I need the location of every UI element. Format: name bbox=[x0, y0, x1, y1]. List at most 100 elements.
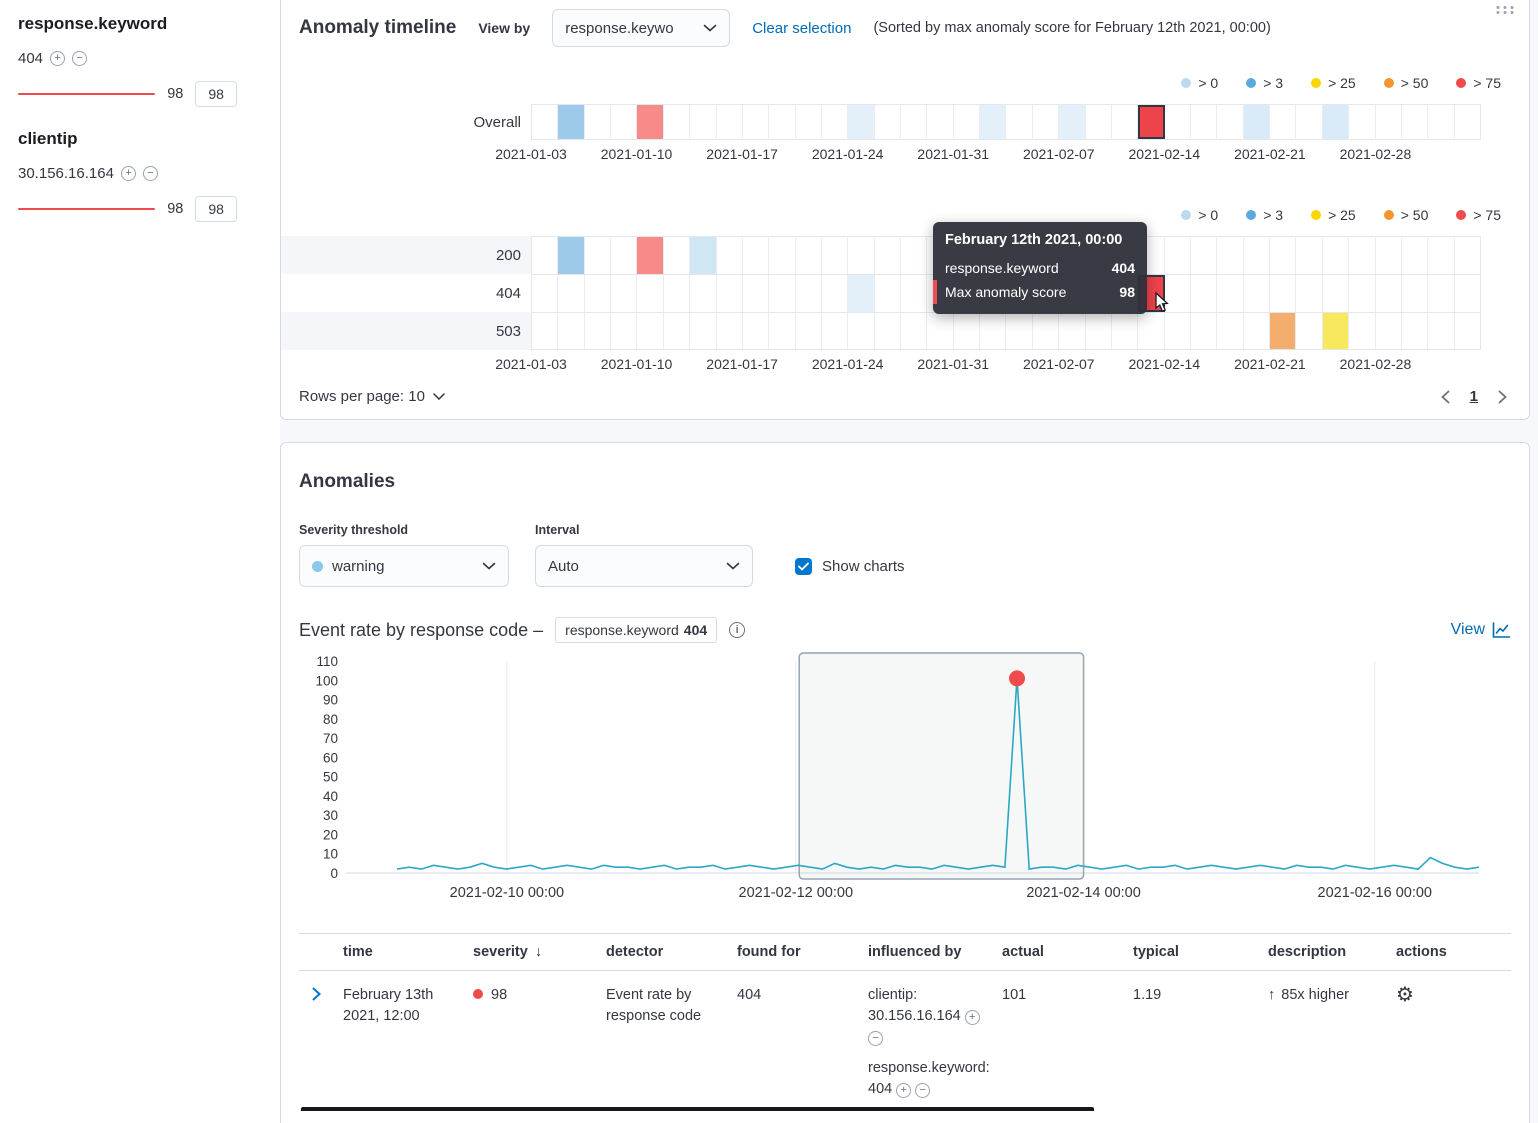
swimlane-cell[interactable] bbox=[1059, 105, 1086, 139]
swimlane-cell[interactable] bbox=[1376, 313, 1402, 349]
swimlane-cell[interactable] bbox=[1455, 275, 1480, 312]
swimlane-cell[interactable] bbox=[1376, 105, 1402, 139]
swimlane-cell[interactable] bbox=[954, 313, 981, 349]
clear-selection-link[interactable]: Clear selection bbox=[752, 19, 852, 37]
swimlane-cell[interactable] bbox=[1086, 105, 1112, 139]
swimlane-cell[interactable] bbox=[875, 313, 902, 349]
event-rate-chart[interactable]: 0 10 20 30 40 50 60 70 80 90 100 110 2021-02-10 00:0… bbox=[299, 649, 1489, 905]
swimlane-cell[interactable] bbox=[1165, 105, 1191, 139]
swimlane-cell[interactable] bbox=[1191, 237, 1218, 274]
swimlane-cell[interactable] bbox=[1349, 237, 1376, 274]
swimlane-cell[interactable] bbox=[1270, 313, 1297, 349]
swimlane-cell[interactable] bbox=[1270, 105, 1297, 139]
swimlane-cell[interactable] bbox=[690, 313, 717, 349]
column-header-found-for[interactable]: found for bbox=[737, 944, 801, 960]
show-charts-checkbox[interactable]: Show charts bbox=[795, 545, 905, 587]
minus-filter-icon[interactable]: − bbox=[72, 51, 88, 66]
swimlane-cell[interactable] bbox=[532, 237, 559, 274]
minus-filter-icon[interactable]: − bbox=[868, 1031, 883, 1047]
swimlane-cell[interactable] bbox=[664, 275, 691, 312]
swimlane-cell[interactable] bbox=[532, 105, 559, 139]
swimlane-cell[interactable] bbox=[743, 313, 770, 349]
swimlane-cell[interactable] bbox=[1217, 105, 1244, 139]
swimlane-cell[interactable] bbox=[875, 275, 902, 312]
column-header-detector[interactable]: detector bbox=[606, 944, 664, 960]
severity-threshold-select[interactable]: warning bbox=[299, 545, 509, 587]
swimlane-cell[interactable] bbox=[690, 275, 717, 312]
swimlane-cell[interactable] bbox=[796, 105, 822, 139]
swimlane-cell[interactable] bbox=[1270, 237, 1297, 274]
swimlane-cell[interactable] bbox=[1323, 237, 1350, 274]
swimlane-cell[interactable] bbox=[1349, 105, 1376, 139]
swimlane-cell[interactable] bbox=[1217, 237, 1244, 274]
swimlane-cell[interactable] bbox=[532, 313, 559, 349]
swimlane-cell[interactable] bbox=[848, 275, 875, 312]
swimlane-cell[interactable] bbox=[1428, 275, 1455, 312]
swimlane-cell[interactable] bbox=[1191, 105, 1218, 139]
swimlane-cell[interactable] bbox=[1376, 237, 1402, 274]
interval-select[interactable]: Auto bbox=[535, 545, 753, 587]
swimlane-cell[interactable] bbox=[1243, 105, 1271, 139]
swimlane-cell[interactable] bbox=[769, 237, 796, 274]
swimlane-cell[interactable] bbox=[848, 105, 875, 139]
plus-filter-icon[interactable]: + bbox=[50, 51, 66, 66]
swimlane-cell[interactable] bbox=[901, 237, 928, 274]
swimlane-cell[interactable] bbox=[875, 237, 902, 274]
column-header-actions[interactable]: actions bbox=[1396, 944, 1447, 960]
swimlane-cell[interactable] bbox=[1402, 105, 1429, 139]
swimlane-cell[interactable] bbox=[585, 313, 612, 349]
swimlane-cell[interactable] bbox=[1165, 313, 1191, 349]
swimlane-cell[interactable] bbox=[1217, 313, 1244, 349]
gear-icon[interactable]: ⚙ bbox=[1396, 984, 1414, 1006]
swimlane-cell[interactable] bbox=[664, 313, 691, 349]
minus-filter-icon[interactable]: − bbox=[142, 166, 158, 181]
anomaly-marker[interactable] bbox=[1009, 670, 1026, 687]
pagination-page-1[interactable]: 1 bbox=[1469, 388, 1478, 405]
swimlane-cell[interactable] bbox=[1086, 313, 1112, 349]
column-header-influenced-by[interactable]: influenced by bbox=[868, 944, 962, 960]
swimlane-cell[interactable] bbox=[875, 105, 902, 139]
swimlane-cell[interactable] bbox=[717, 237, 743, 274]
pagination-prev-icon[interactable] bbox=[1440, 390, 1450, 404]
swimlane-cell[interactable] bbox=[1033, 313, 1060, 349]
swimlane-cell[interactable] bbox=[1296, 313, 1323, 349]
minus-filter-icon[interactable]: − bbox=[915, 1083, 931, 1099]
swimlane-cell[interactable] bbox=[1428, 105, 1455, 139]
column-header-time[interactable]: time bbox=[343, 944, 373, 960]
swimlane-cell[interactable] bbox=[611, 313, 638, 349]
swimlane-cell[interactable] bbox=[848, 313, 875, 349]
plus-filter-icon[interactable]: + bbox=[964, 1010, 980, 1026]
swimlane-cell[interactable] bbox=[743, 275, 770, 312]
swimlane-cell[interactable] bbox=[1296, 105, 1323, 139]
swimlane-cell[interactable] bbox=[1428, 313, 1455, 349]
swimlane-cell[interactable] bbox=[1296, 275, 1323, 312]
swimlane-cell[interactable] bbox=[558, 313, 585, 349]
swimlane-cell[interactable] bbox=[1138, 105, 1165, 139]
swimlane-cell[interactable] bbox=[717, 105, 743, 139]
swimlane-cell[interactable] bbox=[980, 313, 1007, 349]
swimlane-cell[interactable] bbox=[585, 275, 612, 312]
time-selection-brush[interactable] bbox=[798, 652, 1085, 880]
swimlane-cell[interactable] bbox=[611, 275, 638, 312]
swimlane-cell[interactable] bbox=[558, 105, 585, 139]
swimlane-cell[interactable] bbox=[1455, 105, 1480, 139]
plus-filter-icon[interactable]: + bbox=[120, 166, 136, 181]
swimlane-cell[interactable] bbox=[1402, 313, 1429, 349]
swimlane-cell[interactable] bbox=[1138, 313, 1165, 349]
swimlane-cell[interactable] bbox=[1191, 275, 1218, 312]
swimlane-cell[interactable] bbox=[796, 275, 822, 312]
view-link[interactable]: View bbox=[1451, 621, 1511, 639]
swimlane-cell[interactable] bbox=[1296, 237, 1323, 274]
swimlane-cell[interactable] bbox=[743, 105, 770, 139]
rows-per-page-control[interactable]: Rows per page: 10 bbox=[299, 388, 445, 405]
swimlane-cell[interactable] bbox=[822, 105, 849, 139]
swimlane-cell[interactable] bbox=[1006, 313, 1033, 349]
swimlane-cell[interactable] bbox=[637, 313, 664, 349]
swimlane-cell[interactable] bbox=[1217, 275, 1244, 312]
swimlane-cell[interactable] bbox=[1349, 313, 1376, 349]
swimlane-cell[interactable] bbox=[611, 105, 638, 139]
swimlane-cell[interactable] bbox=[1006, 105, 1033, 139]
swimlane-cell[interactable] bbox=[717, 275, 743, 312]
column-header-severity[interactable]: severity ↓ bbox=[473, 944, 543, 960]
swimlane-cell[interactable] bbox=[532, 275, 559, 312]
